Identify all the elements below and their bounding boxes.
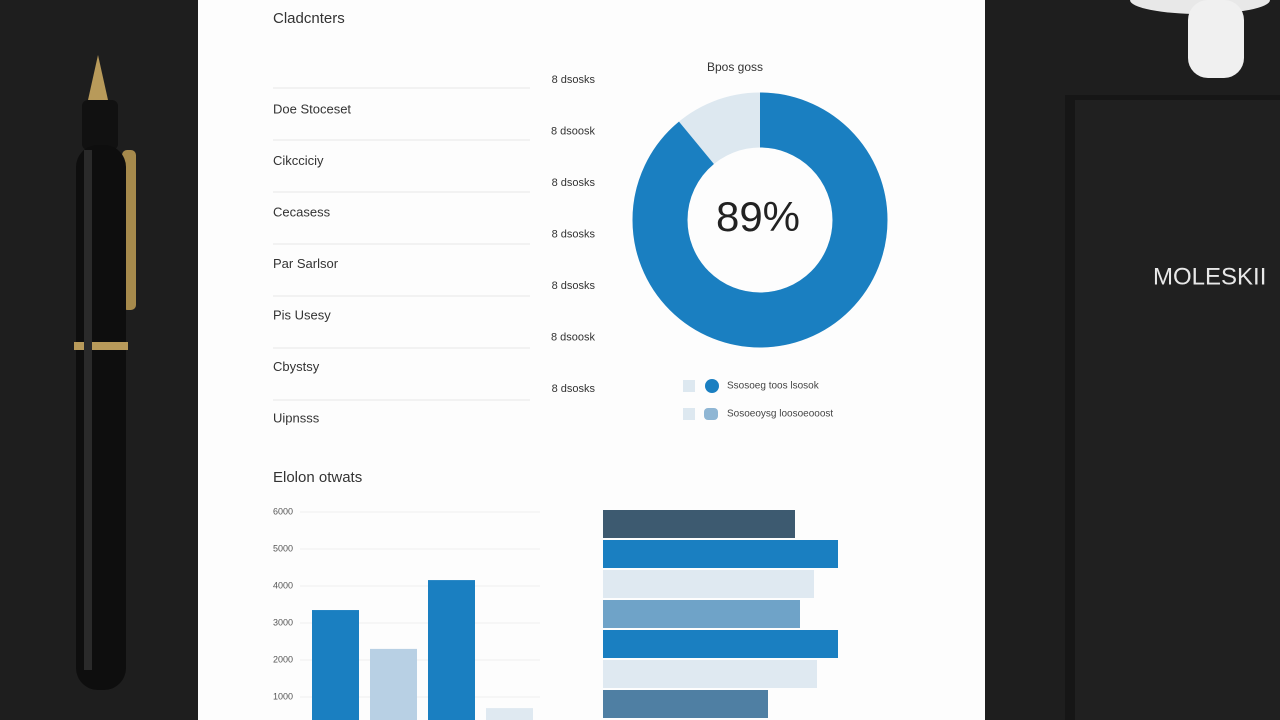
doc-title: Cladcnters xyxy=(273,10,345,27)
row-amount: 8 dsosks xyxy=(552,177,596,189)
y-tick-label: 5000 xyxy=(273,543,293,553)
bar xyxy=(486,708,533,720)
hbar xyxy=(603,630,838,658)
legend-swatch xyxy=(705,379,719,393)
paper xyxy=(198,0,985,720)
row-label: Cikcciciy xyxy=(273,153,324,168)
legend-swatch xyxy=(704,408,718,420)
legend-swatch xyxy=(683,408,695,420)
row-label: Cbystsy xyxy=(273,359,320,374)
legend-label: Sosoeoysg loosoeooost xyxy=(727,409,833,420)
row-amount: 8 dsosks xyxy=(552,74,596,86)
bar xyxy=(312,610,359,720)
donut-title: Bpos goss xyxy=(707,60,763,74)
hbar xyxy=(603,570,814,598)
row-amount: 8 dsoosk xyxy=(551,331,596,343)
legend-label: Ssosoeg toos lsosok xyxy=(727,381,820,392)
row-label: Doe Stoceset xyxy=(273,101,351,116)
row-amount: 8 dsoosk xyxy=(551,125,596,137)
hbar xyxy=(603,540,838,568)
row-label: Pis Usesy xyxy=(273,307,331,322)
row-label: Par Sarlsor xyxy=(273,256,339,271)
mug xyxy=(1130,0,1270,78)
chart-title: Elolon otwats xyxy=(273,469,362,486)
hbar xyxy=(603,690,768,718)
donut xyxy=(632,92,888,348)
bar xyxy=(370,648,417,720)
row-amount: 8 dsosks xyxy=(552,383,596,395)
legend-swatch xyxy=(683,380,695,392)
donut-value: 89% xyxy=(716,193,800,240)
y-tick-label: 2000 xyxy=(273,654,293,664)
bar xyxy=(428,580,475,720)
y-tick-label: 4000 xyxy=(273,580,293,590)
y-tick-label: 6000 xyxy=(273,506,293,516)
brand: MOLESKII xyxy=(1153,263,1266,290)
hbar xyxy=(603,510,795,538)
y-tick-label: 3000 xyxy=(273,617,293,627)
hbar xyxy=(603,660,817,688)
y-tick-label: 1000 xyxy=(273,691,293,701)
row-label: Cecasess xyxy=(273,204,331,219)
donut-segment xyxy=(632,92,888,348)
hbar xyxy=(603,600,800,628)
notebook-cover xyxy=(1075,100,1280,720)
pen xyxy=(74,55,136,690)
row-amount: 8 dsosks xyxy=(552,280,596,292)
row-label: Uipnsss xyxy=(273,410,320,425)
row-amount: 8 dsosks xyxy=(552,228,596,240)
